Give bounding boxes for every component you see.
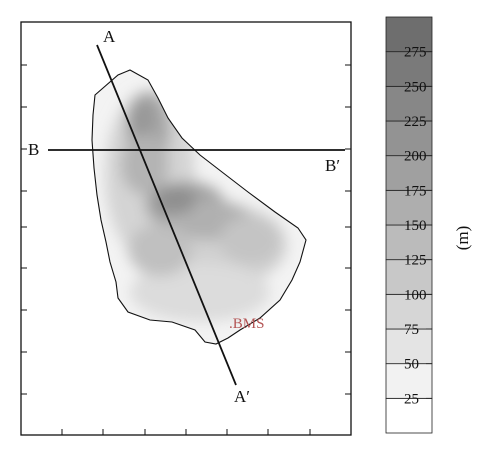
colorbar: 25 50 75 100 125 150 175 200 225 250 275 xyxy=(385,16,433,434)
colorbar-bin xyxy=(385,155,433,191)
colorbar-bin xyxy=(385,259,433,295)
section-line-a xyxy=(96,44,237,386)
island-coastline xyxy=(91,69,307,345)
colorbar-bin xyxy=(385,51,433,87)
colorbar-tick-label: 75 xyxy=(404,322,419,338)
section-a-end-label: A′ xyxy=(234,387,250,406)
section-b-start-label: B xyxy=(28,140,39,159)
colorbar-tick-label: 275 xyxy=(404,45,427,61)
section-b-end-label: B′ xyxy=(325,156,340,175)
colorbar-bin xyxy=(385,224,433,261)
colorbar-bin xyxy=(385,328,433,365)
colorbar-bin xyxy=(385,85,433,122)
colorbar-tick-label: 175 xyxy=(404,183,427,199)
map-frame-ticks xyxy=(21,64,351,435)
colorbar-tick-label: 25 xyxy=(404,391,419,407)
colorbar-tick-label: 50 xyxy=(404,357,419,373)
colorbar-unit-label: (m) xyxy=(453,226,472,251)
colorbar-tick-label: 125 xyxy=(404,253,427,269)
colorbar-tick-label: 200 xyxy=(404,149,427,165)
colorbar-bin xyxy=(385,16,433,53)
colorbar-bin xyxy=(385,120,433,157)
colorbar-tick-label: 150 xyxy=(404,218,427,234)
station-marker-bms: .BMS xyxy=(229,316,264,332)
section-a-start-label: A xyxy=(103,27,116,46)
colorbar-tick-label: 225 xyxy=(404,114,427,130)
colorbar-tick-label: 250 xyxy=(404,79,427,95)
colorbar-bin xyxy=(385,293,433,330)
colorbar-tick-label: 100 xyxy=(404,287,427,303)
colorbar-bin xyxy=(385,363,433,399)
